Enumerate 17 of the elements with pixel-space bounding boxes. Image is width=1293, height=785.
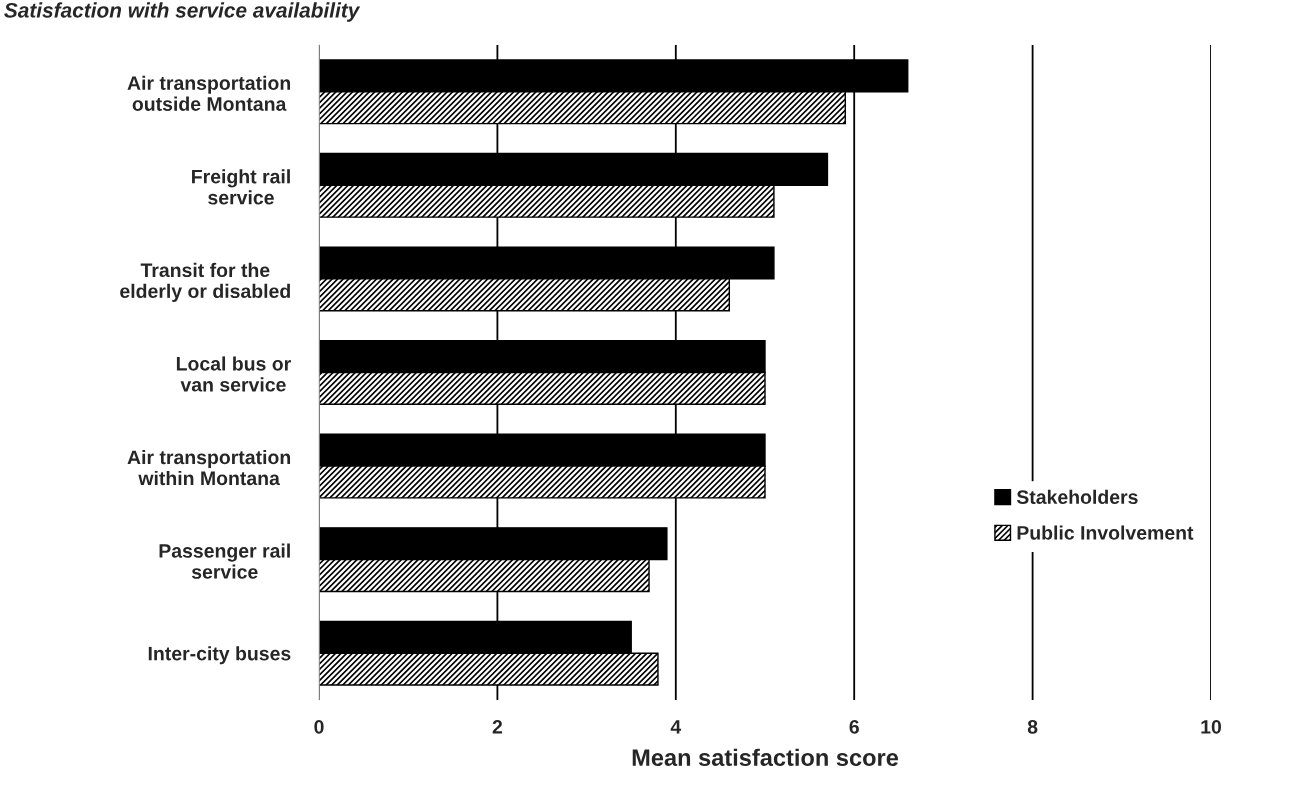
legend-label: Stakeholders: [1016, 489, 1138, 505]
x-tick-label: 6: [849, 719, 859, 734]
y-tick-label: Freight rail service: [192, 169, 290, 205]
y-tick-label: Transit for the elderly or disabled: [120, 262, 290, 302]
x-tick-label: 2: [492, 719, 503, 734]
x-tick-label: 4: [670, 720, 682, 734]
y-tick-label: Local bus or van service: [176, 356, 291, 392]
x-tick-label: 8: [1027, 719, 1038, 734]
y-tick-label: Inter-city buses: [148, 646, 291, 665]
y-tick-label: Air transportation within Montana: [127, 449, 291, 486]
x-axis-title: Mean satisfaction score: [632, 748, 899, 767]
y-tick-label: Passenger rail service: [159, 543, 290, 579]
y-tick-label: Air transportation outside Montana: [127, 75, 291, 111]
legend-label: Public Involvement: [1017, 525, 1194, 540]
x-tick-label: 0: [314, 719, 324, 734]
chart-title: Satisfaction with service availability: [4, 2, 361, 22]
x-tick-label: 10: [1201, 719, 1222, 734]
